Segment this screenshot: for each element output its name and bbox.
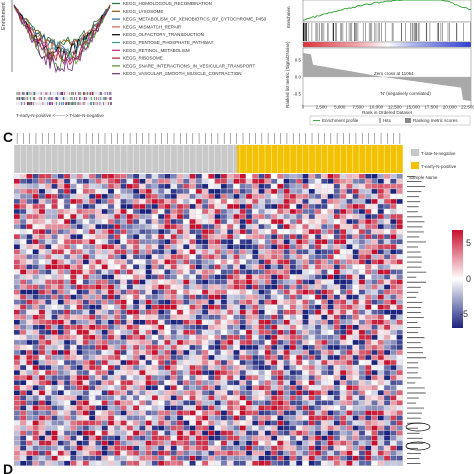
panel-a-curve [13, 4, 111, 66]
panel-b-ytick-label: -0.5 [293, 92, 301, 97]
panel-b-legend [309, 115, 471, 126]
panel-c-group-bar-positive [237, 145, 403, 173]
panel-b-annotation-zero: Zero cross at 11064 [374, 71, 414, 76]
panel-a-legend-label: KEGG_VASCULAR_SMOOTH_MUSCLE_CONTRACTION [123, 71, 241, 76]
panel-a-curve [13, 4, 111, 66]
panel-b-xtick-label: 10,000 [369, 105, 383, 110]
panel-c-legend-negative-swatch [411, 149, 419, 156]
panel-a-legend: KEGG_HOMOLOGOUS_RECOMBINATION KEGG_LYSOSO… [112, 1, 267, 76]
panel-b-legend-hits: Hits [383, 118, 391, 123]
panel-c-group-bar-negative [14, 145, 237, 173]
panel-a-curve [13, 4, 111, 49]
panel-c-scale-tick-mid: 0 [466, 274, 471, 284]
panel-a: Enrichment KEGG_HOMOLOGOUS_RECOMBINATION… [1, 0, 267, 118]
panel-b-ytick-label: 0.5 [295, 58, 302, 63]
panel-b-legend-metric: Ranking metric scores [413, 118, 458, 123]
panel-c-letter: C [3, 129, 13, 145]
panel-a-curve [13, 5, 111, 74]
panel-c-scale-tick-high: 5 [466, 238, 471, 248]
panel-c-color-scale [452, 230, 463, 328]
panel-b-xtick-label: 0 [302, 105, 305, 110]
panel-c-heatmap [14, 174, 403, 466]
panel-a-legend-label: KEGG_PENTOSE_PHOSPHATE_PATHWAY [123, 40, 213, 45]
panel-b-xtick-label: 5,000 [334, 105, 346, 110]
panel-c-scale-tick-low: -5 [460, 309, 468, 319]
panel-b-xtick-label: 15,000 [406, 105, 420, 110]
panel-b-xtick-label: 17,500 [424, 105, 438, 110]
panel-b-legend-profile: Enrichment profile [322, 118, 359, 123]
panel-b-enrichment-frame [302, 0, 472, 23]
panel-c-legend-positive-swatch [411, 162, 419, 169]
panel-a-legend-label: KEGG_LYSOSOME [123, 9, 163, 14]
panel-a-legend-label: KEGG_SNARE_INTERACTIONS_IN_VESICULAR_TRA… [123, 63, 255, 68]
panel-b-xtick-label: 12,500 [388, 105, 402, 110]
panel-c-legend-positive: T-early-N-positive [421, 164, 457, 169]
panel-a-legend-label: KEGG_RIBOSOME [123, 56, 163, 61]
panel-d-letter: D [3, 461, 13, 474]
panel-b-annotation-neg: 'N' (negatively correlated) [380, 91, 431, 96]
panel-c-gene-labels [407, 176, 427, 464]
panel-b-xticks: 0 2,500 5,000 7,500 10,000 12,500 15,000 17,500… [302, 105, 474, 110]
panel-a-enrichment-curves [13, 4, 111, 74]
panel-b-rank-gradient [302, 41, 472, 48]
panel-b-ylabel-bottom: Ranked list metric (Signal2Noise) [285, 41, 290, 108]
panel-c-highlight-ellipse [405, 441, 431, 451]
panel-b-ylabel-top: Enrichmen [286, 6, 291, 28]
panel-b-xtick-label: 20,000 [443, 105, 457, 110]
panel-a-curve [13, 5, 111, 71]
panel-a-legend-label: KEGG_RETINOL_METABOLISM [123, 48, 190, 53]
panel-a-barcode [16, 92, 112, 105]
panel-b-enrichment-profile [302, 0, 472, 21]
panel-a-legend-label: KEGG_METABOLISM_OF_XENOBIOTICS_BY_CYTOCH… [123, 17, 267, 22]
panel-c-group-header: Sample Name [409, 175, 438, 180]
panel-b-legend-metric-swatch [405, 118, 411, 123]
panel-c-sample-labels [16, 133, 401, 144]
panel-b-yticks: 0.5 0.0 -0.5 [293, 58, 301, 97]
panel-a-ylabel: Enrichment [1, 2, 7, 30]
panel-b-xtick-label: 7,500 [352, 105, 364, 110]
panel-a-legend-label: KEGG_MISMATCH_REPAIR [123, 24, 182, 29]
panel-b-hits [303, 23, 471, 41]
panel-c-legend-negative: T-late-N-negative [421, 151, 456, 156]
panel-b-xlabel: Rank in Ordered Dataset [362, 110, 413, 115]
panel-b: Enrichmen Ranked list metric (Signal2Noi… [285, 0, 474, 126]
panel-b-xtick-label: 22,500 [461, 105, 474, 110]
panel-b-xtick-label: 2,500 [316, 105, 328, 110]
panel-a-legend-label: KEGG_HOMOLOGOUS_RECOMBINATION [123, 1, 212, 6]
panel-c-group-grid [13, 145, 404, 173]
panel-c-highlight-ellipse [405, 422, 431, 432]
panel-c: C T-late-N-negative T-early-N-positive S… [3, 129, 471, 466]
panel-a-legend-label: KEGG_OLFACTORY_TRANSDUCTION [123, 32, 204, 37]
panel-b-ytick-label: 0.0 [295, 75, 302, 80]
panel-a-bottom-label: T-early-N-positive <-------> T-late-N-ne… [16, 113, 104, 118]
